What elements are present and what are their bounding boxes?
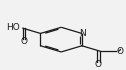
Text: O: O [117,46,124,56]
Text: HO: HO [6,23,20,32]
Text: O: O [95,60,102,69]
Text: N: N [79,29,86,38]
Text: O: O [21,37,28,46]
